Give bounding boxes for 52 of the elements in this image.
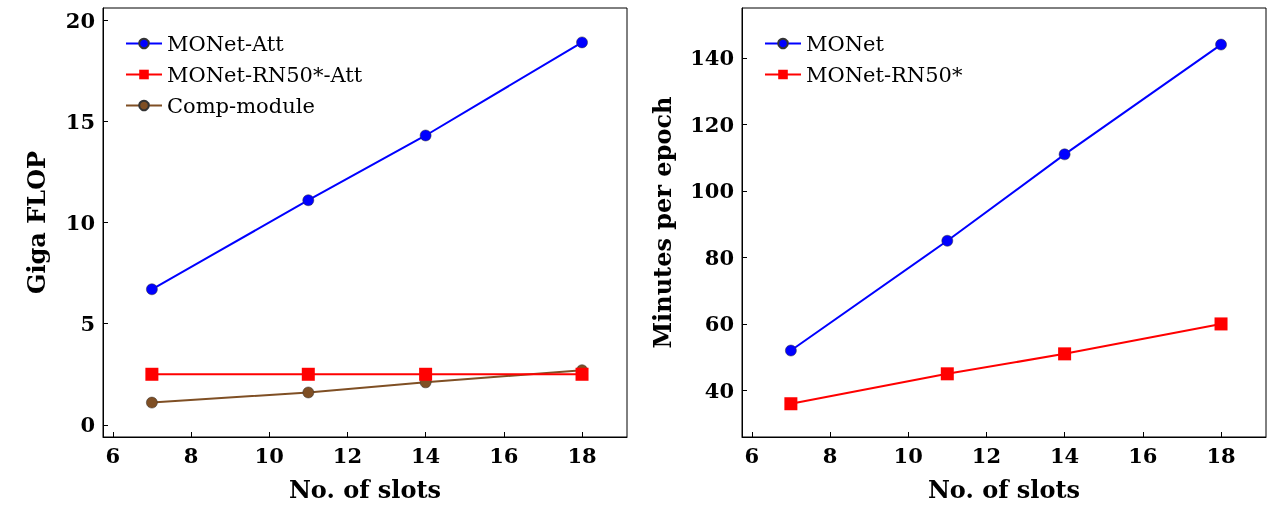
y-axis-title: Giga FLOP — [21, 150, 51, 295]
x-tick-label: 8 — [183, 443, 199, 468]
y-tick-label: 80 — [704, 244, 734, 270]
y-tick-label: 120 — [690, 111, 734, 137]
point — [784, 397, 798, 411]
x-tick-label: 10 — [893, 443, 923, 468]
legend-label: MONet-RN50* — [806, 62, 963, 87]
y-tick-label: 20 — [65, 7, 95, 33]
x-tick-label: 14 — [410, 443, 441, 468]
point — [785, 344, 797, 357]
x-tick-label: 16 — [489, 443, 519, 468]
x-tick-label: 18 — [1206, 443, 1236, 468]
point — [1215, 38, 1227, 51]
y-axis-title: Minutes per epoch — [647, 96, 677, 349]
y-tick-label: 0 — [80, 412, 95, 438]
x-tick-label: 12 — [971, 443, 1002, 468]
y-tick-label: 5 — [80, 311, 95, 337]
x-tick-label: 8 — [822, 443, 838, 468]
legend-label: MONet — [806, 31, 885, 56]
point — [576, 36, 588, 49]
point — [146, 283, 158, 296]
x-tick-label: 18 — [567, 443, 597, 468]
x-axis-title: No. of slots — [288, 474, 442, 504]
point — [419, 367, 433, 381]
point — [302, 386, 315, 399]
point — [302, 194, 315, 206]
x-tick-label: 6 — [105, 443, 121, 468]
point — [941, 235, 954, 247]
x-tick-label: 12 — [332, 443, 363, 468]
point — [1214, 317, 1228, 331]
y-tick-label: 60 — [704, 311, 734, 337]
point — [145, 367, 159, 381]
x-tick-label: 16 — [1128, 443, 1158, 468]
x-axis-title: No. of slots — [927, 474, 1081, 504]
point — [146, 396, 158, 409]
x-tick-label: 10 — [254, 443, 284, 468]
point — [575, 367, 589, 381]
y-tick-label: 100 — [690, 178, 734, 204]
x-tick-label: 14 — [1049, 443, 1080, 468]
point — [1058, 148, 1071, 161]
y-tick-label: 140 — [690, 45, 734, 71]
y-tick-label: 40 — [704, 377, 734, 403]
point — [301, 367, 315, 381]
legend-label: Comp-module — [167, 93, 315, 118]
y-tick-label: 15 — [65, 108, 95, 134]
point — [1058, 347, 1072, 361]
legend-label: MONet-RN50*-Att — [167, 62, 363, 87]
y-tick-label: 10 — [65, 210, 95, 235]
legend-label: MONet-Att — [167, 31, 285, 56]
x-tick-label: 6 — [744, 443, 760, 468]
point — [419, 129, 432, 142]
point — [940, 367, 954, 381]
